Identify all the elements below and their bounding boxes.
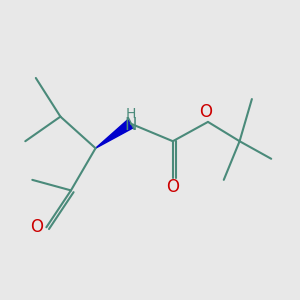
- Polygon shape: [95, 120, 134, 148]
- Text: N: N: [124, 116, 137, 134]
- Text: H: H: [125, 107, 136, 121]
- Text: O: O: [166, 178, 179, 196]
- Text: O: O: [199, 103, 212, 121]
- Text: O: O: [30, 218, 43, 236]
